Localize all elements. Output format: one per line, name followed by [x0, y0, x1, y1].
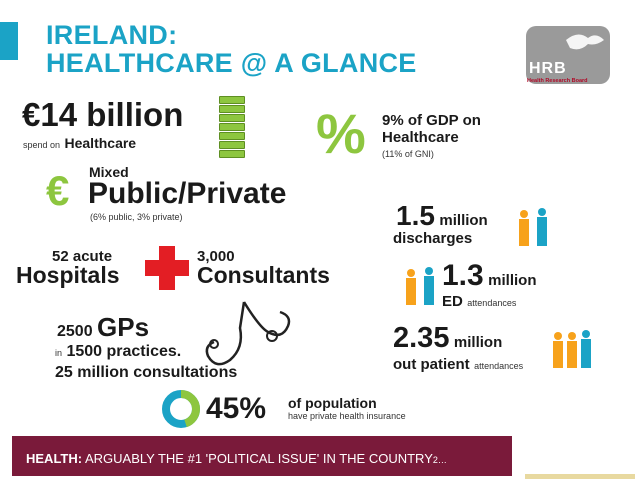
- gdp-line-2: Healthcare: [382, 129, 459, 146]
- euro-icon: €: [46, 167, 70, 214]
- gps-practices: 1500 practices.: [66, 343, 182, 360]
- discharges-value: 1.5: [396, 200, 435, 231]
- mix-note: (6% public, 3% private): [90, 212, 183, 222]
- stethoscope-icon: [205, 301, 291, 366]
- gps-consultations: 25 million consultations: [55, 364, 238, 381]
- consultants-count: 3,000: [197, 248, 235, 265]
- gps-practices-row: in 1500 practices.: [55, 343, 181, 361]
- mix-main: Public/Private: [88, 177, 287, 210]
- logo-subtitle: Health Research Board: [527, 78, 588, 84]
- corner-strip: [525, 474, 635, 479]
- gps-count: 2500: [57, 323, 93, 340]
- footer-banner: [12, 436, 512, 476]
- outpatient-value: 2.35: [393, 322, 450, 354]
- spend-caption: spend on Healthcare: [23, 135, 136, 153]
- gdp-line-1: 9% of GDP on: [382, 112, 481, 129]
- outpatient-value-row: 2.35 million: [393, 322, 502, 355]
- hrb-logo: [526, 26, 610, 84]
- insurance-ring: [162, 390, 200, 428]
- insurance-line-2: have private health insurance: [288, 411, 406, 421]
- people-icon: [519, 208, 547, 246]
- gdp-text: 9% of GDP on Healthcare (11% of GNI): [382, 112, 481, 163]
- ed-value-row: 1.3 million: [442, 259, 537, 293]
- ed-label: ED: [442, 293, 463, 310]
- ed-sub: attendances: [467, 298, 517, 308]
- consultants-label: Consultants: [197, 262, 330, 288]
- outpatient-unit: million: [453, 334, 503, 351]
- outpatient-people-icon: [553, 330, 591, 368]
- ed-value: 1.3: [442, 259, 484, 292]
- banner-bold: HEALTH:: [26, 451, 83, 466]
- ed-people-icon: [406, 267, 434, 305]
- discharges-unit: million: [439, 212, 488, 229]
- outpatient-label: out patient: [393, 356, 470, 373]
- title-line-1: IRELAND:: [46, 20, 178, 50]
- gps-label: GPs: [97, 312, 150, 342]
- money-stack-icon: [219, 96, 245, 159]
- hospitals-label: Hospitals: [16, 262, 120, 288]
- discharges-label: discharges: [393, 230, 473, 247]
- discharges-value-row: 1.5 million: [396, 200, 488, 232]
- logo-text: HRB: [529, 60, 567, 77]
- banner-text: HEALTH: ARGUABLY THE #1 'POLITICAL ISSUE…: [26, 451, 447, 466]
- spend-prefix: spend on: [23, 140, 61, 150]
- banner-body: ARGUABLY THE #1 'POLITICAL ISSUE' IN THE…: [85, 451, 433, 466]
- ed-caption: ED attendances: [442, 293, 516, 311]
- spend-amount: €14 billion: [22, 96, 184, 133]
- title-line-2: HEALTHCARE @ A GLANCE: [46, 48, 417, 78]
- insurance-line-1: of population: [288, 395, 377, 411]
- gps-practices-prefix: in: [55, 348, 63, 358]
- hospitals-count: 52 acute: [52, 248, 113, 265]
- gps-row: 2500 GPs: [57, 312, 149, 343]
- ed-unit: million: [488, 272, 537, 289]
- red-cross-icon: [145, 246, 189, 290]
- accent-bar: [0, 22, 18, 60]
- outpatient-sub: attendances: [474, 361, 524, 371]
- insurance-percent: 45%: [206, 392, 267, 425]
- percent-icon: %: [316, 102, 366, 165]
- spend-label: Healthcare: [64, 135, 137, 151]
- mix-top: Mixed: [89, 164, 129, 180]
- page-title: IRELAND: HEALTHCARE @ A GLANCE: [46, 21, 417, 77]
- outpatient-caption: out patient attendances: [393, 356, 523, 374]
- figure-icon: [566, 34, 604, 50]
- gdp-note: (11% of GNI): [382, 149, 434, 159]
- banner-suffix: 2…: [432, 455, 447, 465]
